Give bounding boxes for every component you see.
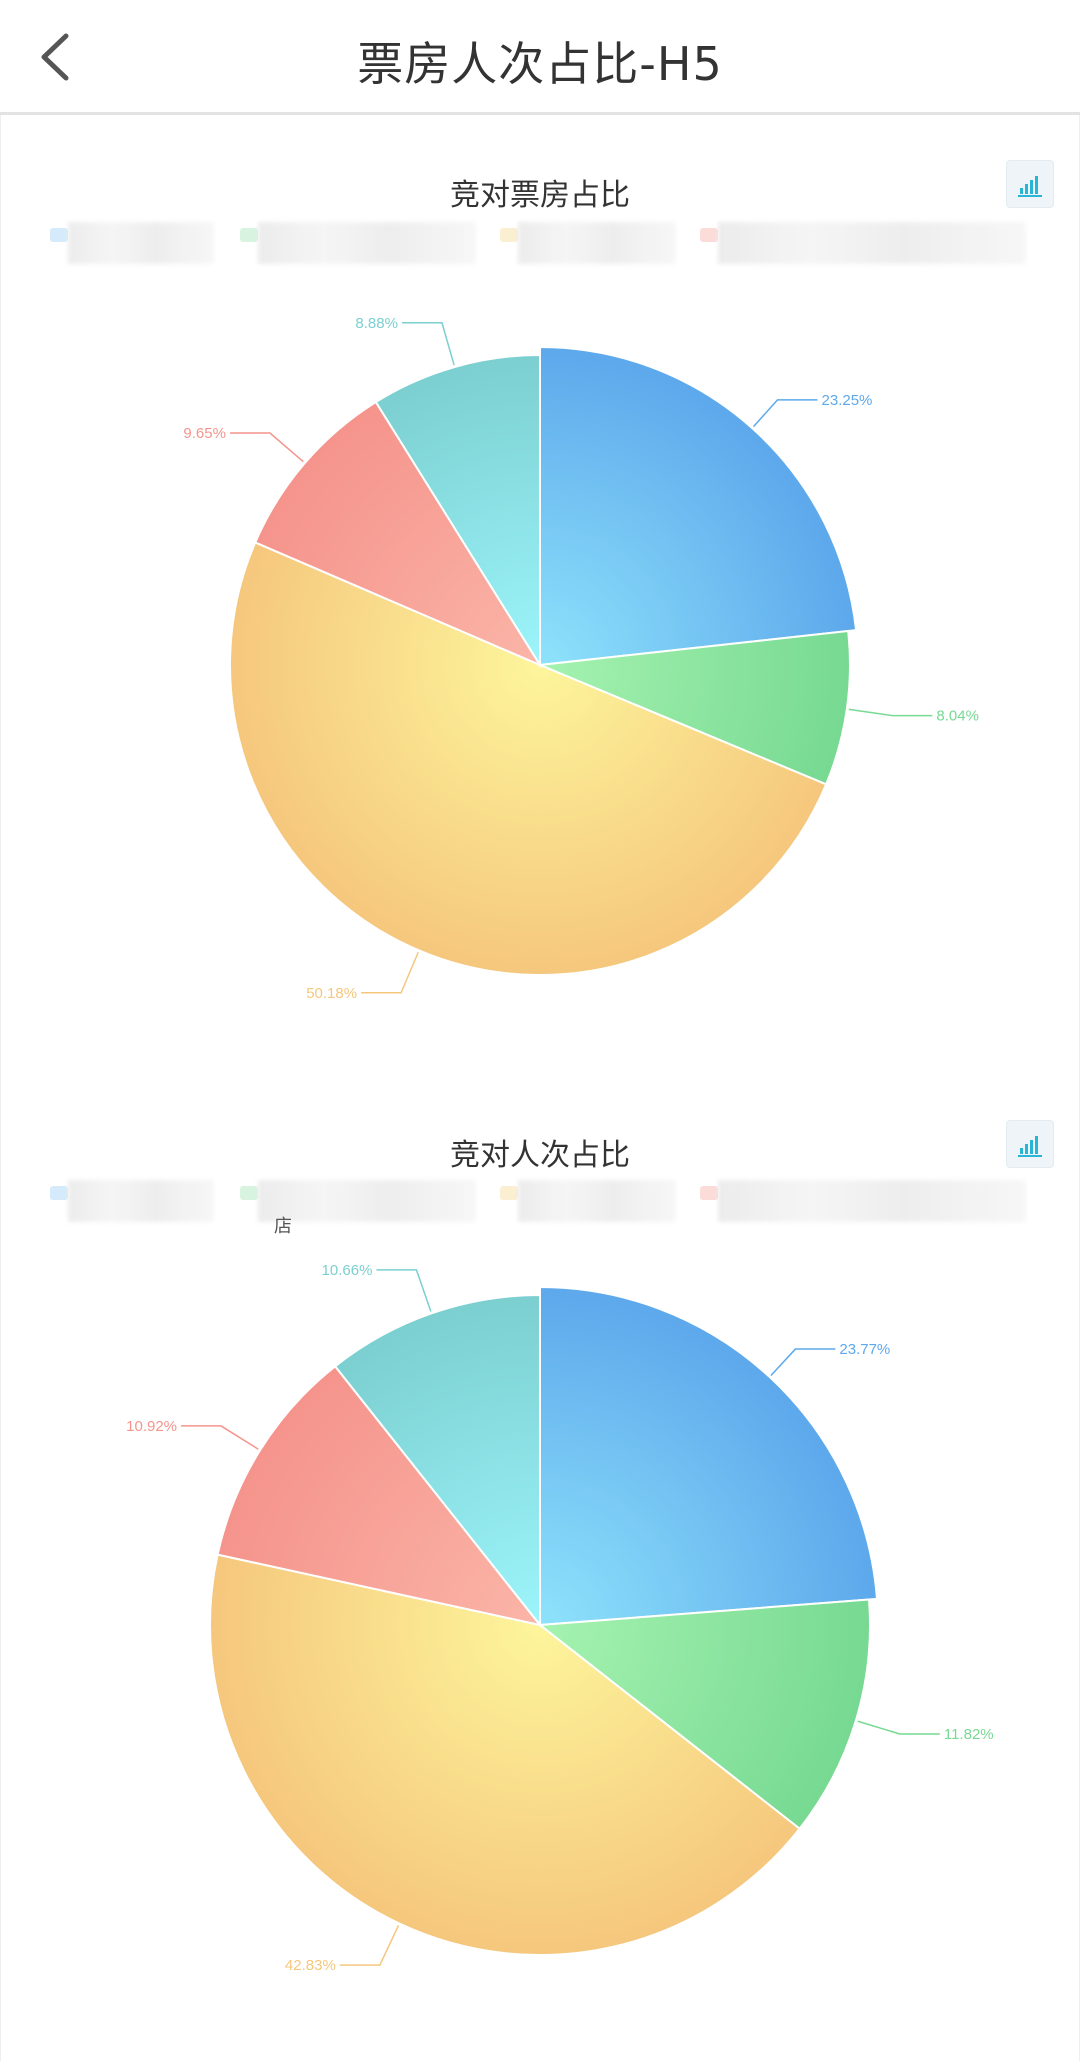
pie-slice-yellow[interactable] <box>229 541 828 977</box>
page-title: 票房人次占比-H5 <box>357 37 723 91</box>
legend-label-redacted <box>718 222 1026 264</box>
nav-bar: 票房人次占比-H5 <box>0 0 1080 115</box>
pie-label-line <box>229 432 304 463</box>
pie-label-line <box>181 1425 259 1450</box>
legend-item[interactable] <box>44 218 222 268</box>
pie-data-label: 42.83% <box>285 1957 336 1974</box>
pie-data-label: 11.82% <box>944 1726 994 1743</box>
legend-label-redacted <box>258 1180 476 1222</box>
legend-item[interactable] <box>694 218 1034 268</box>
legend-label-redacted <box>518 1180 676 1222</box>
chart-legend <box>44 1176 1034 1226</box>
chart-type-toggle[interactable] <box>1006 1120 1054 1168</box>
chart-type-toggle[interactable] <box>1006 160 1054 208</box>
pie-slice-yellow[interactable] <box>209 1553 802 1956</box>
pie-data-label: 10.92% <box>126 1418 177 1435</box>
pie-chart-box-office: 23.25% 8.04% 50.18% 9.65% 8.88% <box>183 315 979 1002</box>
legend-swatch <box>700 1186 718 1200</box>
pie-label-line <box>848 708 933 717</box>
chart-title: 竞对票房占比 <box>450 178 630 213</box>
pie-label-line <box>770 1348 836 1376</box>
pie-chart-audience: 23.77% 11.82% 42.83% 10.92% 10.66% <box>126 1262 994 1974</box>
pie-label-line <box>376 1269 432 1312</box>
pie-label-line <box>339 1925 400 1966</box>
legend-item[interactable] <box>234 1176 484 1226</box>
pie-slice-green[interactable] <box>539 629 851 786</box>
legend-item[interactable] <box>494 218 684 268</box>
chart-title: 竞对人次占比 <box>450 1138 630 1173</box>
legend-overflow-text: 店 <box>274 1216 292 1237</box>
legend-label-redacted <box>68 1180 214 1222</box>
legend-item[interactable] <box>234 218 484 268</box>
legend-swatch <box>240 1186 258 1200</box>
legend-label-redacted <box>258 222 476 264</box>
legend-swatch <box>500 228 518 242</box>
legend-label-redacted <box>518 222 676 264</box>
pie-label-line <box>857 1720 940 1735</box>
chart-legend <box>44 218 1034 268</box>
legend-label-redacted <box>68 222 214 264</box>
pie-data-label: 8.88% <box>355 315 398 332</box>
pie-slice-teal[interactable] <box>333 1293 541 1628</box>
legend-swatch <box>240 228 258 242</box>
back-button[interactable] <box>30 22 90 92</box>
pie-slice-red[interactable] <box>253 400 543 668</box>
pie-slice-blue[interactable] <box>539 1285 879 1627</box>
pie-slice-teal[interactable] <box>374 353 541 669</box>
pie-slice-red[interactable] <box>216 1364 543 1627</box>
pie-label-line <box>361 951 419 994</box>
legend-label-redacted <box>718 1180 1026 1222</box>
pie-label-line <box>401 322 455 366</box>
legend-item[interactable] <box>694 1176 1034 1226</box>
bar-chart-icon <box>1018 176 1042 197</box>
pie-slice-green[interactable] <box>537 1598 871 1831</box>
legend-swatch <box>500 1186 518 1200</box>
chevron-left-icon <box>41 33 69 81</box>
legend-item[interactable] <box>44 1176 222 1226</box>
legend-item[interactable] <box>494 1176 684 1226</box>
bar-chart-icon <box>1018 1136 1042 1157</box>
pie-data-label: 23.77% <box>839 1341 890 1358</box>
pie-data-label: 9.65% <box>183 425 226 442</box>
pie-data-label: 23.25% <box>822 392 873 409</box>
legend-swatch <box>50 228 68 242</box>
pie-data-label: 10.66% <box>322 1262 373 1279</box>
pie-data-label: 50.18% <box>306 985 357 1002</box>
legend-swatch <box>700 228 718 242</box>
legend-swatch <box>50 1186 68 1200</box>
pie-label-line <box>752 399 818 428</box>
pie-slice-blue[interactable] <box>539 345 858 667</box>
pie-data-label: 8.04% <box>936 708 979 725</box>
